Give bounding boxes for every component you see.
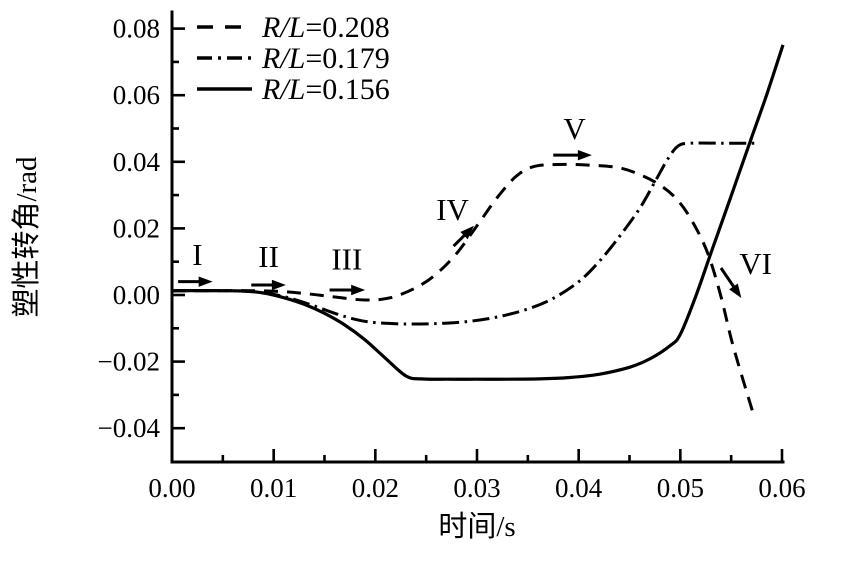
legend-label: R/L=0.208 [261,11,390,44]
x-tick-label: 0.03 [453,473,500,503]
y-tick-label: 0.00 [113,280,160,310]
curve-r-l-0.156 [171,44,785,381]
y-tick-label: −0.04 [98,413,161,443]
y-tick-label: 0.02 [113,213,160,243]
y-tick-label: 0.06 [113,80,160,110]
annotation-label-III: III [331,242,362,277]
annotation-label-IV: IV [436,192,469,227]
curve-r-l-0.208 [172,162,754,412]
annotation-III: III [329,242,366,296]
x-axis-ticks [170,449,784,462]
chart-generated-content: 0.00 0.01 0.02 0.03 0.04 0.05 0.06 0.08 0.06 0.04… [98,10,806,503]
annotation-arrow-head [577,149,592,161]
annotation-label-VI: VI [739,246,772,281]
annotation-I: I [178,237,213,287]
annotation-VI: VI [719,246,772,298]
x-tick-label: 0.00 [148,473,195,503]
annotation-arrow-head [198,276,213,287]
x-tick-label: 0.06 [758,473,805,503]
annotation-V: V [553,111,592,161]
annotation-arrow-head [351,284,366,296]
x-tick-label: 0.02 [352,473,399,503]
annotation-II: II [251,239,286,291]
y-axis-tick-labels: 0.08 0.06 0.04 0.02 0.00 −0.02 −0.04 [98,14,161,444]
annotation-arrow-head [271,279,286,291]
y-tick-label: −0.02 [98,347,160,377]
x-tick-label: 0.01 [250,473,297,503]
x-tick-label: 0.05 [657,473,704,503]
annotation-IV: IV [436,192,474,248]
y-tick-label: 0.04 [113,147,161,177]
y-axis-ticks [172,27,185,430]
y-tick-label: 0.08 [113,14,160,44]
annotation-label-V: V [563,111,586,146]
annotation-label-II: II [258,239,279,274]
annotation-arrow-shaft [719,267,737,290]
annotation-arrow-head [460,225,474,240]
x-axis-title: 时间/s [438,510,515,543]
annotation-arrow-head [729,283,742,298]
annotation-label-I: I [192,237,202,272]
legend-label: R/L=0.156 [261,73,390,106]
x-axis-tick-labels: 0.00 0.01 0.02 0.03 0.04 0.05 0.06 [148,473,805,503]
legend-label: R/L=0.179 [261,42,390,75]
y-axis-title: 塑性转角/rad [10,156,43,318]
x-tick-label: 0.04 [555,473,603,503]
